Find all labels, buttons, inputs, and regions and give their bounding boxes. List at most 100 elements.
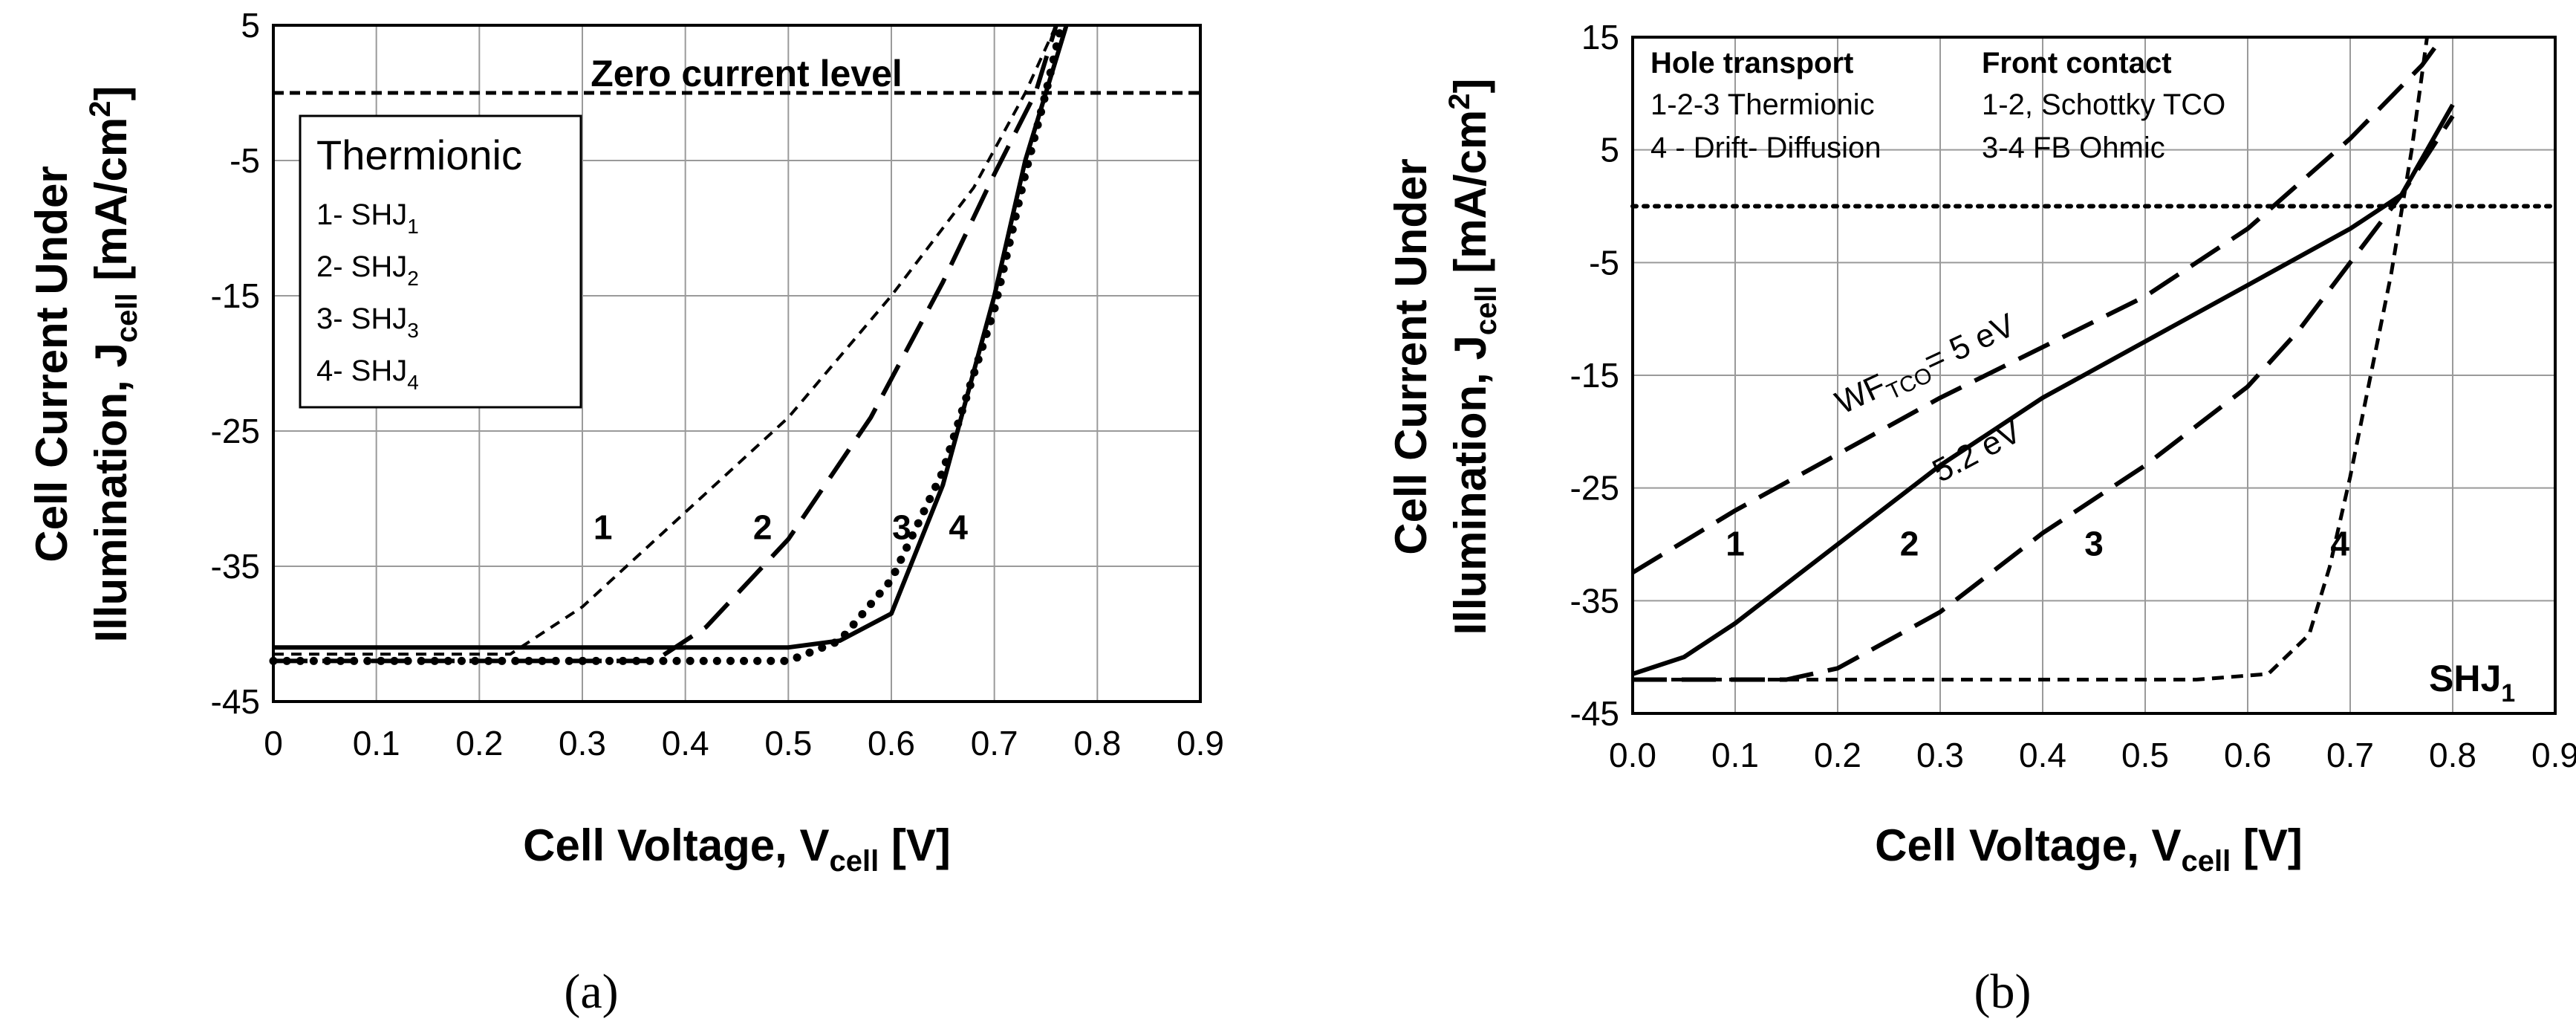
x-tick-label: 0.1 [353, 724, 400, 762]
chart-b-y-axis-label: Cell Current Under Illumination, Jcell [… [1386, 78, 1503, 635]
y-tick-label: -15 [211, 276, 260, 315]
x-tick-label: 0.7 [971, 724, 1018, 762]
x-tick-label: 0.6 [868, 724, 915, 762]
y-tick-label: -35 [211, 547, 260, 586]
chart-a-zero-line-label: Zero current level [591, 53, 902, 94]
y-label-main: Illumination, J [1445, 335, 1495, 635]
chart-a-legend-entry-1: 1- SHJ1 [316, 198, 419, 238]
series-3-line [269, 21, 1066, 665]
curve-label-3: 3 [2084, 525, 2104, 563]
legend-entry-text: 2- SHJ [316, 250, 407, 283]
x-tick-label: 0.9 [2531, 736, 2576, 774]
legend-entry-sub: 2 [407, 267, 419, 290]
chart-b-legend-col1-row2: 4 - Drift- Diffusion [1650, 132, 1881, 164]
chart-a-y-axis-label: Cell Current Under Illumination, Jcell [… [27, 85, 143, 642]
y-tick-label: 5 [241, 6, 260, 45]
chart-b-legend-col2-row1: 1-2, Schottky TCO [1982, 88, 2225, 121]
y-label-sup: 2 [1443, 93, 1476, 109]
y-label-line1: Cell Current Under [1386, 158, 1436, 554]
chart-panel-b: 1 2 3 4 0.0 0.1 0.2 0.3 0.4 0.5 0.6 0.7 0.8 0.9 15 5 -… [1386, 18, 2576, 1019]
x-tick-label: 0.8 [1073, 724, 1121, 762]
y-label-line2: Illumination, Jcell [mA/cm2] [1443, 78, 1503, 635]
panel-label-b: (b) [1974, 965, 2032, 1019]
x-label-main: Cell Voltage, V [1875, 820, 2181, 870]
y-label-line2: Illumination, Jcell [mA/cm2] [84, 85, 143, 642]
chart-b-corner-label: SHJ1 [2429, 658, 2515, 707]
legend-entry-text: 4- SHJ [316, 354, 407, 387]
x-tick-label: 0.8 [2429, 736, 2476, 774]
chart-b-series-group [1631, 36, 2455, 682]
wf-label: WFTCO= 5 eV [1830, 306, 2023, 426]
panel-label-a: (a) [564, 965, 618, 1019]
chart-b-legend-header-2: Front contact [1982, 47, 2172, 80]
legend-entry-sub: 1 [407, 215, 419, 238]
y-label-unit: [mA/cm [86, 117, 136, 294]
x-tick-label: 0.5 [2121, 736, 2169, 774]
chart-b-legend-col2-row2: 3-4 FB Ohmic [1982, 132, 2165, 164]
legend-entry-text: 3- SHJ [316, 302, 407, 335]
chart-a-series-group [269, 21, 1069, 665]
series-4-line [1633, 36, 2429, 681]
y-tick-label: -5 [1589, 243, 1619, 282]
chart-a-legend-title: Thermionic [316, 132, 522, 178]
x-tick-label: 0.2 [1814, 736, 1861, 774]
y-tick-label: 5 [1600, 131, 1619, 169]
x-tick-label: 0.1 [1711, 736, 1759, 774]
chart-b-52-annotation: 5.2 eV [1927, 413, 2028, 490]
series-4-line [273, 25, 1069, 650]
legend-entry-sub: 4 [407, 371, 419, 394]
wf-label-post: = 5 eV [1919, 306, 2021, 380]
chart-b-plot-frame [1631, 36, 2557, 715]
series-2-line [1632, 103, 2455, 676]
chart-a-legend-box [299, 114, 582, 409]
x-label-unit: [V] [879, 820, 951, 870]
chart-b-legend: Hole transport Front contact 1-2-3 Therm… [1650, 47, 2225, 164]
curve-label-1: 1 [1726, 525, 1745, 563]
x-tick-label: 0.5 [764, 724, 812, 762]
chart-a-legend-entry-2: 2- SHJ2 [316, 250, 419, 290]
y-tick-label: -45 [211, 682, 260, 721]
x-label-unit: [V] [2231, 820, 2303, 870]
x-tick-label: 0 [264, 724, 283, 762]
x-tick-label: 0.4 [662, 724, 709, 762]
chart-a-legend-entry-3: 3- SHJ3 [316, 302, 419, 342]
x-label-sub: cell [829, 845, 879, 878]
y-tick-label: -25 [1570, 469, 1619, 508]
curve-label-2: 2 [1900, 525, 1919, 563]
chart-b-legend-col1-row1: 1-2-3 Thermionic [1650, 88, 1875, 121]
y-label-sup: 2 [84, 100, 117, 117]
y-tick-label: -25 [211, 412, 260, 450]
y-tick-label: 15 [1581, 18, 1619, 56]
chart-a-x-axis-label: Cell Voltage, Vcell [V] [523, 820, 951, 878]
series-3-line [1633, 114, 2455, 682]
chart-b-x-axis-label: Cell Voltage, Vcell [V] [1875, 820, 2303, 878]
y-label-close: ] [86, 85, 136, 100]
x-tick-label: 0.7 [2326, 736, 2374, 774]
chart-a-x-ticklabels: 0 0.1 0.2 0.3 0.4 0.5 0.6 0.7 0.8 0.9 [264, 724, 1224, 762]
curve-label-2: 2 [753, 508, 773, 547]
y-tick-label: -15 [1570, 356, 1619, 395]
label-5-2-ev: 5.2 eV [1927, 413, 2028, 490]
chart-b-curve-labels: 1 2 3 4 [1726, 525, 2349, 563]
chart-a-legend-entry-4: 4- SHJ4 [316, 354, 419, 394]
legend-entry-sub: 3 [407, 319, 419, 342]
y-label-sub: cell [111, 293, 143, 343]
series-2-line [273, 25, 1058, 664]
y-tick-label: -45 [1570, 694, 1619, 733]
x-tick-label: 0.4 [2019, 736, 2066, 774]
x-tick-label: 0.3 [559, 724, 606, 762]
y-label-line1: Cell Current Under [27, 166, 77, 562]
legend-entry-text: 1- SHJ [316, 198, 407, 231]
corner-label-text: SHJ [2429, 658, 2501, 699]
x-label-sub: cell [2181, 845, 2231, 878]
y-label-main: Illumination, J [86, 343, 136, 642]
y-tick-label: -35 [1570, 581, 1619, 620]
y-label-sub: cell [1470, 285, 1503, 335]
series-1-line [273, 25, 1058, 656]
y-label-unit: [mA/cm [1445, 110, 1495, 286]
y-label-close: ] [1445, 78, 1495, 93]
chart-b-legend-header-1: Hole transport [1650, 47, 1853, 80]
